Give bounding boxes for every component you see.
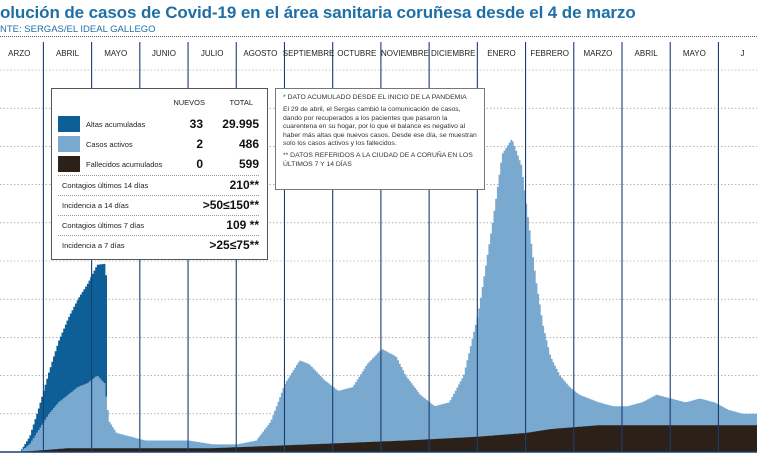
legend-new-value: 33: [189, 117, 203, 131]
legend-swatch-activos: [58, 136, 80, 152]
legend-total-value: 599: [238, 157, 259, 171]
legend-swatch-fallecidos: [58, 156, 80, 172]
legend-new-value: 0: [196, 157, 203, 171]
stat-value: 210**: [229, 178, 259, 192]
legend-row-fallecidos: Fallecidos acumulados 0 599: [58, 156, 259, 172]
stat-row: Incidencia a 7 días >25≤75**: [58, 235, 259, 252]
title-divider: [0, 36, 757, 37]
month-tick-label: ABRIL: [56, 49, 80, 58]
month-tick-label: MAYO: [104, 49, 127, 58]
legend-total-value: 29.995: [222, 117, 259, 131]
month-tick-label: OCTUBRE: [337, 49, 376, 58]
month-tick-label: FEBRERO: [530, 49, 569, 58]
month-tick-label: MARZO: [583, 49, 612, 58]
stat-value: 109 **: [226, 218, 259, 232]
chart-title: olución de casos de Covid-19 en el área …: [0, 3, 636, 22]
legend-header-new: NUEVOS: [173, 98, 205, 107]
month-tick-label: NOVIEMBRE: [381, 49, 429, 58]
month-tick-label: JULIO: [201, 49, 224, 58]
month-labels: ARZO ABRIL MAYO JUNIO JULIO AGOSTO SEPTIEMBRE O…: [8, 49, 744, 58]
stat-label: Contagios últimos 7 días: [62, 221, 145, 230]
stat-label: Incidencia a 7 días: [62, 241, 125, 250]
stat-value: >25≤75**: [209, 238, 259, 252]
chart-source: NTE: SERGAS/EL IDEAL GALLEGO: [0, 24, 156, 35]
month-tick-label: DICIEMBRE: [431, 49, 475, 58]
legend-label: Altas acumuladas: [86, 120, 146, 129]
stat-label: Incidencia a 14 días: [62, 201, 129, 210]
note-sergas-change: El 29 de abril, el Sergas cambió la comu…: [283, 106, 477, 148]
note-city-data: ** DATOS REFERIDOS A LA CIUDAD DE A CORU…: [283, 152, 473, 168]
series-altas-acumuladas-area: [19, 263, 107, 452]
series-casos-activos-area: [19, 139, 757, 452]
legend-new-value: 2: [196, 137, 203, 151]
month-tick-label: SEPTIEMBRE: [283, 49, 335, 58]
month-tick-label: ARZO: [8, 49, 30, 58]
legend-row-activos: Casos activos 2 486: [58, 136, 259, 152]
month-tick-label: JUNIO: [152, 49, 176, 58]
legend-row-altas: Altas acumuladas 33 29.995: [58, 116, 259, 132]
month-tick-label: AGOSTO: [243, 49, 277, 58]
legend-swatch-altas: [58, 116, 80, 132]
month-tick-label: ABRIL: [635, 49, 659, 58]
notes-panel: * DATO ACUMULADO DESDE EL INICIO DE LA P…: [275, 88, 485, 190]
legend-total-value: 486: [238, 137, 259, 151]
legend-label: Casos activos: [86, 140, 133, 149]
stat-row: Incidencia a 14 días >50≤150**: [58, 195, 259, 212]
legend-panel: NUEVOS TOTAL Altas acumuladas 33 29.995 …: [51, 88, 268, 260]
stat-row: Contagios últimos 7 días 109 **: [58, 215, 259, 232]
area-series: [0, 139, 757, 453]
stat-row: Contagios últimos 14 días 210**: [58, 175, 259, 192]
month-tick-label: ENERO: [487, 49, 515, 58]
series-fallecidos-area: [19, 425, 757, 452]
legend-label: Fallecidos acumulados: [86, 160, 163, 169]
note-accumulated: * DATO ACUMULADO DESDE EL INICIO DE LA P…: [283, 94, 467, 101]
month-tick-label: MAYO: [683, 49, 706, 58]
stat-value: >50≤150**: [202, 198, 259, 212]
stat-label: Contagios últimos 14 días: [62, 181, 149, 190]
legend-header-total: TOTAL: [229, 98, 253, 107]
month-tick-label: J: [741, 49, 745, 58]
